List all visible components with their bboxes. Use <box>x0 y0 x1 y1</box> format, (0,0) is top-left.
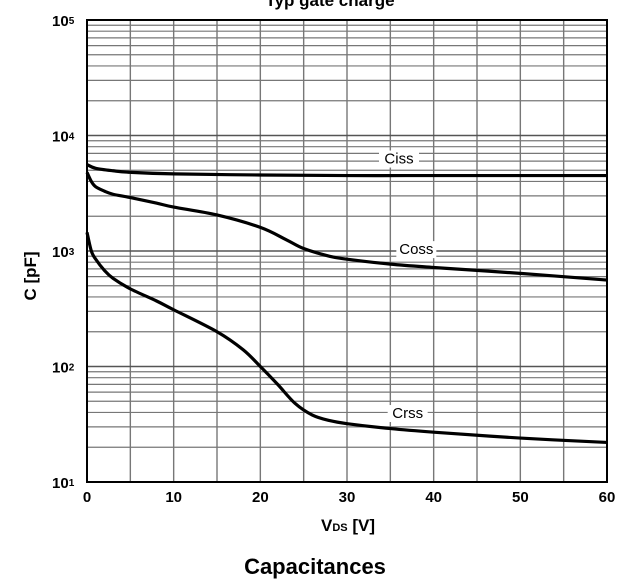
series-label-bg <box>379 150 419 168</box>
series-group <box>85 163 608 445</box>
y-tick-label: 103 <box>52 244 75 261</box>
y-tick-exponent: 2 <box>69 363 75 374</box>
y-tick-base: 10 <box>52 244 69 261</box>
x-tick-label: 20 <box>252 489 269 506</box>
figure-caption: Capacitances <box>244 554 386 579</box>
x-tick-label: 40 <box>425 489 442 506</box>
y-tick-exponent: 5 <box>69 16 75 27</box>
x-tick-labels: 0 10 20 30 40 50 60 <box>83 489 616 506</box>
plot-frame <box>86 19 608 483</box>
series-label-crss: Crss <box>392 405 423 422</box>
y-tick-base: 10 <box>52 360 69 377</box>
series-labels: Ciss Coss Crss <box>379 150 437 423</box>
x-tick-label: 30 <box>339 489 356 506</box>
series-line-coss <box>85 171 608 282</box>
y-tick-label: 101 <box>52 475 75 492</box>
series-line-crss <box>85 231 608 445</box>
x-axis-label-main: V <box>321 516 333 535</box>
series-label-bg <box>387 405 428 423</box>
grid <box>86 20 608 483</box>
y-tick-base: 10 <box>52 13 69 30</box>
x-tick-label: 0 <box>83 489 91 506</box>
y-tick-base: 10 <box>52 475 69 492</box>
y-tick-base: 10 <box>52 129 69 146</box>
series-line-ciss <box>86 163 607 178</box>
series-label-coss: Coss <box>399 241 433 258</box>
x-tick-label: 60 <box>599 489 616 506</box>
y-tick-label: 105 <box>52 13 75 30</box>
y-tick-label: 102 <box>52 360 75 377</box>
x-axis-label-sub: DS <box>332 522 347 534</box>
x-tick-label: 50 <box>512 489 529 506</box>
y-tick-exponent: 1 <box>69 478 75 489</box>
y-tick-exponent: 4 <box>69 132 75 143</box>
y-axis-label: C [pF] <box>21 251 40 300</box>
x-tick-label: 10 <box>165 489 182 506</box>
series-label-bg <box>396 241 437 259</box>
y-tick-exponent: 3 <box>69 247 75 258</box>
x-axis-label-unit: [V] <box>348 516 375 535</box>
series-label-ciss: Ciss <box>384 151 413 168</box>
y-tick-label: 104 <box>52 129 75 146</box>
chart-title: Typ gate charge <box>265 0 394 10</box>
x-axis-label: VDS [V] <box>321 516 375 535</box>
